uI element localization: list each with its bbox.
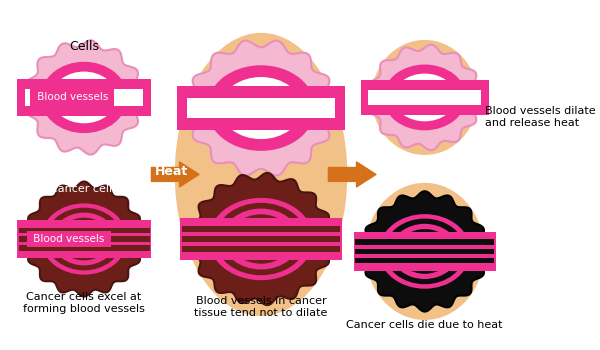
- Bar: [182, 236, 340, 242]
- FancyArrowPatch shape: [151, 162, 199, 187]
- Ellipse shape: [58, 218, 110, 260]
- Ellipse shape: [209, 198, 313, 280]
- Text: Cells: Cells: [69, 40, 99, 52]
- Ellipse shape: [385, 219, 465, 284]
- Text: Heat: Heat: [155, 165, 188, 178]
- Bar: [368, 90, 481, 105]
- Ellipse shape: [383, 64, 466, 130]
- Ellipse shape: [220, 77, 302, 139]
- Bar: [17, 79, 151, 116]
- Ellipse shape: [41, 62, 127, 133]
- Polygon shape: [25, 40, 144, 155]
- Bar: [361, 80, 489, 114]
- Text: Blood vessels in cancer
tissue tend not to dilate: Blood vessels in cancer tissue tend not …: [194, 296, 328, 318]
- Ellipse shape: [52, 72, 116, 123]
- Ellipse shape: [379, 214, 470, 289]
- Ellipse shape: [230, 214, 292, 264]
- Bar: [177, 86, 345, 130]
- Polygon shape: [361, 191, 488, 312]
- Text: Cancer cells: Cancer cells: [50, 184, 118, 195]
- Bar: [19, 236, 149, 242]
- Polygon shape: [24, 182, 144, 296]
- Ellipse shape: [365, 183, 484, 320]
- Ellipse shape: [394, 74, 456, 121]
- Polygon shape: [369, 45, 482, 150]
- Ellipse shape: [223, 209, 299, 270]
- Bar: [355, 239, 494, 245]
- Ellipse shape: [46, 208, 122, 271]
- Ellipse shape: [207, 65, 315, 151]
- Text: Blood vessels: Blood vessels: [30, 234, 108, 244]
- Bar: [17, 220, 151, 258]
- Polygon shape: [190, 173, 334, 305]
- Text: Blood vessels: Blood vessels: [34, 92, 111, 103]
- Ellipse shape: [391, 224, 458, 279]
- Bar: [355, 258, 494, 264]
- Bar: [355, 249, 494, 254]
- Ellipse shape: [175, 33, 347, 316]
- Polygon shape: [186, 41, 336, 175]
- Bar: [180, 218, 342, 260]
- Text: Cancer cells excel at
forming blood vessels: Cancer cells excel at forming blood vess…: [23, 292, 145, 314]
- Text: Cancer cells die due to heat: Cancer cells die due to heat: [346, 320, 503, 330]
- Text: Blood vessels dilate
and release heat: Blood vessels dilate and release heat: [485, 106, 596, 128]
- Bar: [353, 232, 496, 271]
- Ellipse shape: [371, 40, 478, 155]
- Ellipse shape: [397, 229, 452, 274]
- FancyArrowPatch shape: [328, 162, 376, 187]
- Ellipse shape: [404, 234, 446, 268]
- Ellipse shape: [237, 220, 285, 258]
- Ellipse shape: [215, 203, 307, 275]
- Bar: [25, 89, 143, 106]
- Bar: [182, 226, 340, 232]
- Bar: [182, 246, 340, 252]
- Bar: [187, 98, 335, 118]
- Bar: [19, 245, 149, 251]
- Ellipse shape: [64, 223, 104, 256]
- Ellipse shape: [52, 213, 116, 265]
- Ellipse shape: [41, 203, 127, 275]
- Bar: [19, 228, 149, 233]
